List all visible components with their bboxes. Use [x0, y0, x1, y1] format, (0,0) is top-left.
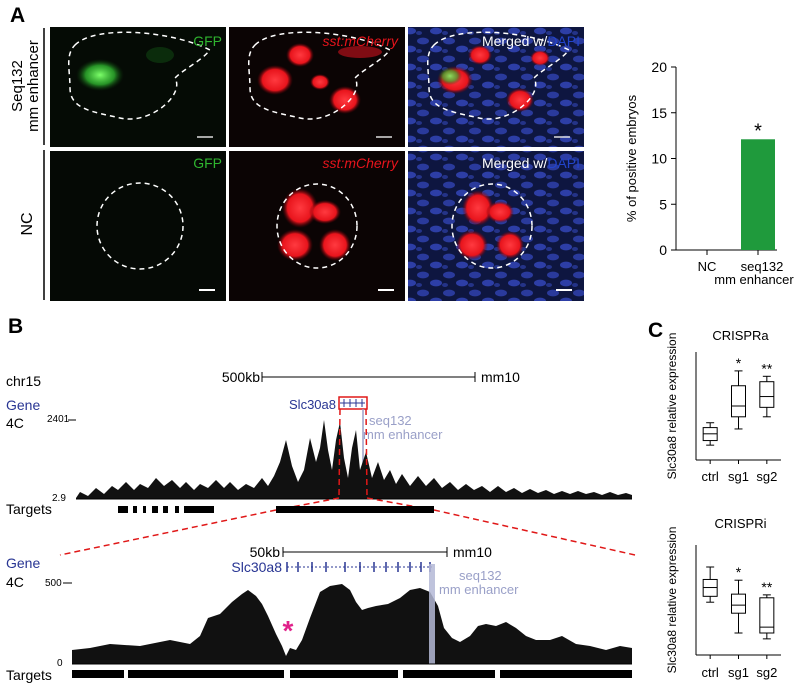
- ymin-top-label: 2.9: [52, 493, 66, 504]
- box-iqr: [759, 597, 775, 634]
- star-marker: *: [283, 615, 294, 646]
- track-4c-label-top: 4C: [6, 415, 24, 431]
- label-merged-prefix-row1: Merged w/: [482, 33, 547, 49]
- box-iqr: [759, 381, 775, 408]
- chrom-label: chr15: [6, 373, 41, 389]
- panel-letter-b: B: [8, 315, 23, 338]
- assembly-bottom-label: mm10: [453, 544, 492, 560]
- gene-row-label-top: Gene: [6, 397, 40, 413]
- gene-label-bottom: Slc30a8: [231, 559, 282, 575]
- label-gfp-row2: GFP: [193, 155, 222, 171]
- image-row1-merged: [408, 27, 584, 147]
- box-xtick-label: ctrl: [701, 665, 718, 680]
- bar-xtick-label: seq132: [741, 259, 784, 274]
- bar-1: [741, 139, 775, 250]
- gene-model-bottom: [286, 562, 432, 572]
- label-merged-dapi-row1: DAPI: [547, 33, 580, 49]
- enhancer-label-bottom-a: seq132: [459, 568, 502, 583]
- box-xtick-label: sg2: [756, 665, 777, 680]
- label-gfp-row1: GFP: [193, 33, 222, 49]
- assembly-top-label: mm10: [481, 369, 520, 385]
- panel-letter-a: A: [10, 4, 25, 27]
- label-mcherry-row2: sst:mCherry: [323, 155, 399, 171]
- ymax-bottom-label: 500: [45, 578, 62, 589]
- image-row2-merged: [408, 151, 584, 301]
- ymin-bottom-label: 0: [57, 658, 63, 669]
- bar-annotation: *: [754, 120, 762, 142]
- boxplot-title: CRISPRi: [714, 516, 766, 531]
- enhancer-label-bottom-b: mm enhancer: [439, 582, 519, 597]
- gene-row-label-bottom: Gene: [6, 555, 40, 571]
- box-significance: **: [761, 579, 772, 595]
- track-4c-label-bottom: 4C: [6, 574, 24, 590]
- scale-bottom-label: 50kb: [250, 544, 281, 560]
- box-ylabel: Slc30a8 relative expression: [665, 527, 679, 674]
- bar-chart-positive-embryos: 0 5 10 15 20 % of positive embryos NC seq132mm …: [624, 59, 794, 287]
- gene-model-top: [340, 399, 365, 407]
- targets-label-top: Targets: [6, 501, 52, 517]
- box-iqr: [731, 593, 746, 614]
- box-xtick-label: sg2: [756, 469, 777, 484]
- zoom-box-top: [338, 396, 368, 410]
- targets-track-bottom: [72, 670, 632, 678]
- bar-ytick-label: 5: [659, 196, 667, 212]
- targets-track-top: [118, 506, 434, 513]
- boxplot-title: CRISPRa: [712, 328, 769, 343]
- 4c-signal-bottom: [72, 584, 632, 664]
- box-xtick-label: sg1: [728, 665, 749, 680]
- box-xtick-label: ctrl: [701, 469, 718, 484]
- scale-bar-bottom: [282, 547, 448, 557]
- row2-label-nc: NC: [19, 212, 36, 235]
- box-significance: *: [736, 355, 742, 371]
- image-row1-gfp: [50, 27, 226, 147]
- box-xtick-label: sg1: [728, 469, 749, 484]
- row1-label-seq132: Seq132: [9, 60, 26, 112]
- image-row2-gfp: [50, 151, 226, 301]
- label-merged-dapi-row2: DAPI: [547, 155, 580, 171]
- label-merged-row1: Merged w/DAPI: [482, 33, 580, 49]
- panel-letter-c: C: [648, 319, 663, 342]
- bar-ylabel: % of positive embryos: [624, 94, 639, 222]
- box-significance: *: [736, 564, 742, 580]
- box-iqr: [731, 385, 746, 418]
- bar-ytick-label: 20: [651, 59, 667, 75]
- enhancer-label-top-b: mm enhancer: [363, 427, 443, 442]
- scale-top-label: 500kb: [222, 369, 260, 385]
- bar-xtick-label: mm enhancer: [714, 272, 794, 287]
- image-row2-mcherry: [229, 151, 405, 301]
- gene-label-top: Slc30a8: [289, 397, 336, 412]
- label-mcherry-row1: sst:mCherry: [323, 33, 399, 49]
- box-significance: **: [761, 360, 772, 376]
- label-merged-row2: Merged w/DAPI: [482, 155, 580, 171]
- box-ylabel: Slc30a8 relative expression: [665, 333, 679, 480]
- targets-label-bottom: Targets: [6, 667, 52, 683]
- ymax-top-label: 2401: [47, 414, 70, 425]
- row1-label-mm-enhancer: mm enhancer: [25, 40, 42, 132]
- bar-xtick-label: NC: [698, 259, 717, 274]
- bar-ytick-label: 15: [651, 105, 667, 121]
- image-row1-mcherry: [229, 27, 405, 147]
- enhancer-label-top-a: seq132: [369, 413, 412, 428]
- bar-ytick-label: 0: [659, 242, 667, 258]
- scale-bar-top: [261, 372, 476, 382]
- 4c-signal-top: [76, 420, 632, 499]
- bar-ytick-label: 10: [651, 151, 667, 167]
- label-merged-prefix-row2: Merged w/: [482, 155, 547, 171]
